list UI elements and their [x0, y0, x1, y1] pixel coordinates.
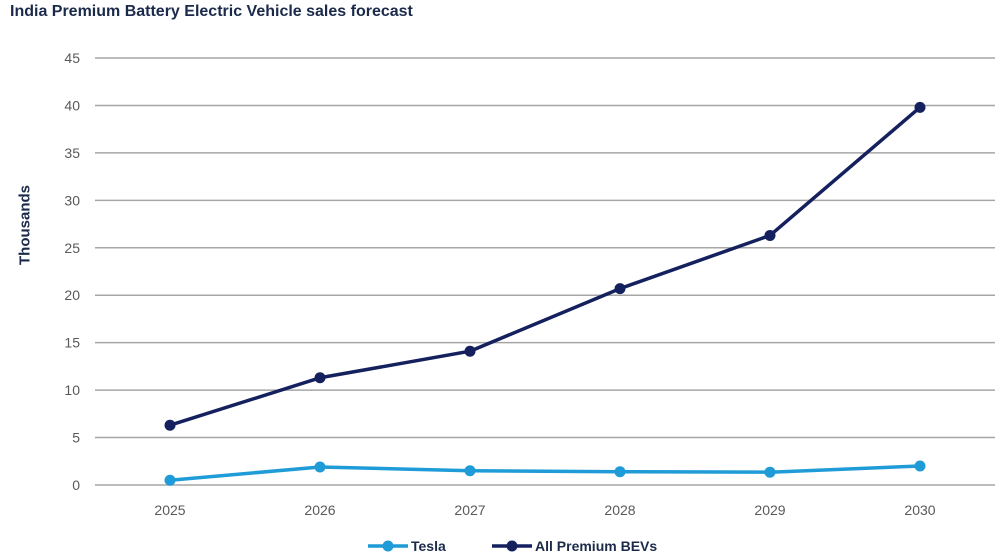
y-tick-label: 15 [64, 335, 80, 351]
data-point-1-4 [764, 229, 776, 241]
y-tick-label: 20 [64, 287, 80, 303]
data-point-1-1 [314, 372, 326, 384]
data-point-1-0 [164, 419, 176, 431]
y-tick-label: 35 [64, 145, 80, 161]
data-point-1-5 [914, 101, 926, 113]
legend-label-1: All Premium BEVs [535, 538, 657, 554]
y-tick-label: 0 [72, 477, 80, 493]
y-tick-label: 30 [64, 192, 80, 208]
legend-marker-1 [506, 540, 518, 552]
y-tick-label: 40 [64, 97, 80, 113]
legend-label-0: Tesla [411, 538, 446, 554]
data-point-1-2 [464, 345, 476, 357]
data-point-0-2 [464, 465, 476, 477]
x-tick-label: 2030 [904, 502, 935, 518]
y-tick-label: 25 [64, 240, 80, 256]
x-tick-label: 2027 [454, 502, 485, 518]
chart-title: India Premium Battery Electric Vehicle s… [10, 3, 413, 20]
data-point-0-1 [314, 461, 326, 473]
series-line-0 [168, 464, 922, 483]
y-tick-label: 45 [64, 50, 80, 66]
y-tick-label: 10 [64, 382, 80, 398]
data-point-0-4 [764, 466, 776, 478]
legend-marker-0 [382, 540, 394, 552]
series-line-1 [168, 105, 922, 427]
data-point-0-5 [914, 460, 926, 472]
y-tick-label: 5 [72, 430, 80, 446]
x-tick-label: 2028 [604, 502, 635, 518]
data-point-0-0 [164, 474, 176, 486]
x-tick-label: 2026 [304, 502, 335, 518]
data-point-0-3 [614, 466, 626, 478]
x-tick-label: 2029 [754, 502, 785, 518]
x-tick-label: 2025 [154, 502, 185, 518]
data-point-1-3 [614, 283, 626, 295]
